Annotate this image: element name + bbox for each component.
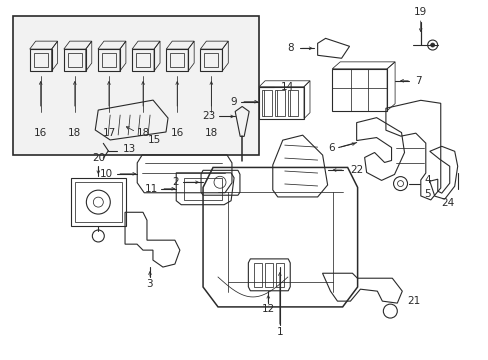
Text: 7: 7 (414, 76, 421, 86)
Text: 18: 18 (136, 129, 149, 138)
Bar (64, 49, 85, 71)
Bar (75, 182, 122, 222)
Text: 23: 23 (202, 112, 215, 121)
Text: 4: 4 (424, 175, 430, 185)
Text: 18: 18 (204, 129, 218, 138)
Text: 15: 15 (148, 135, 161, 145)
Text: 12: 12 (261, 304, 274, 314)
Bar (331, 69, 386, 111)
Text: 6: 6 (327, 143, 334, 153)
Text: 10: 10 (100, 169, 113, 179)
Bar (254, 263, 262, 287)
Text: 14: 14 (281, 82, 294, 92)
Circle shape (430, 43, 434, 47)
Text: 24: 24 (440, 198, 453, 208)
Bar (204, 53, 218, 67)
Bar (276, 263, 284, 287)
Text: 16: 16 (170, 129, 183, 138)
Text: 20: 20 (92, 153, 104, 163)
Bar (71, 178, 126, 226)
Text: 17: 17 (102, 129, 115, 138)
Bar (136, 53, 150, 67)
Bar (132, 49, 154, 71)
Bar (68, 53, 81, 67)
Text: 19: 19 (413, 7, 427, 17)
Text: 1: 1 (276, 327, 283, 337)
Text: 13: 13 (123, 144, 136, 154)
Text: 16: 16 (34, 129, 47, 138)
Text: 21: 21 (407, 296, 420, 306)
Bar (262, 90, 271, 116)
Bar (30, 49, 52, 71)
Bar (166, 49, 188, 71)
Bar (184, 178, 222, 200)
Bar (98, 49, 120, 71)
Text: 2: 2 (172, 177, 179, 187)
Text: 5: 5 (424, 189, 430, 199)
Bar (13, 16, 259, 155)
Bar (170, 53, 184, 67)
Text: 3: 3 (146, 279, 153, 289)
Text: 9: 9 (230, 97, 237, 107)
Bar (287, 90, 297, 116)
Text: 18: 18 (68, 129, 81, 138)
Bar (265, 263, 273, 287)
Bar (275, 90, 285, 116)
Bar (200, 49, 222, 71)
Bar (259, 87, 304, 119)
Text: 11: 11 (145, 184, 158, 194)
Text: 22: 22 (350, 165, 363, 175)
Text: 8: 8 (286, 43, 293, 53)
Bar (102, 53, 116, 67)
Bar (34, 53, 47, 67)
